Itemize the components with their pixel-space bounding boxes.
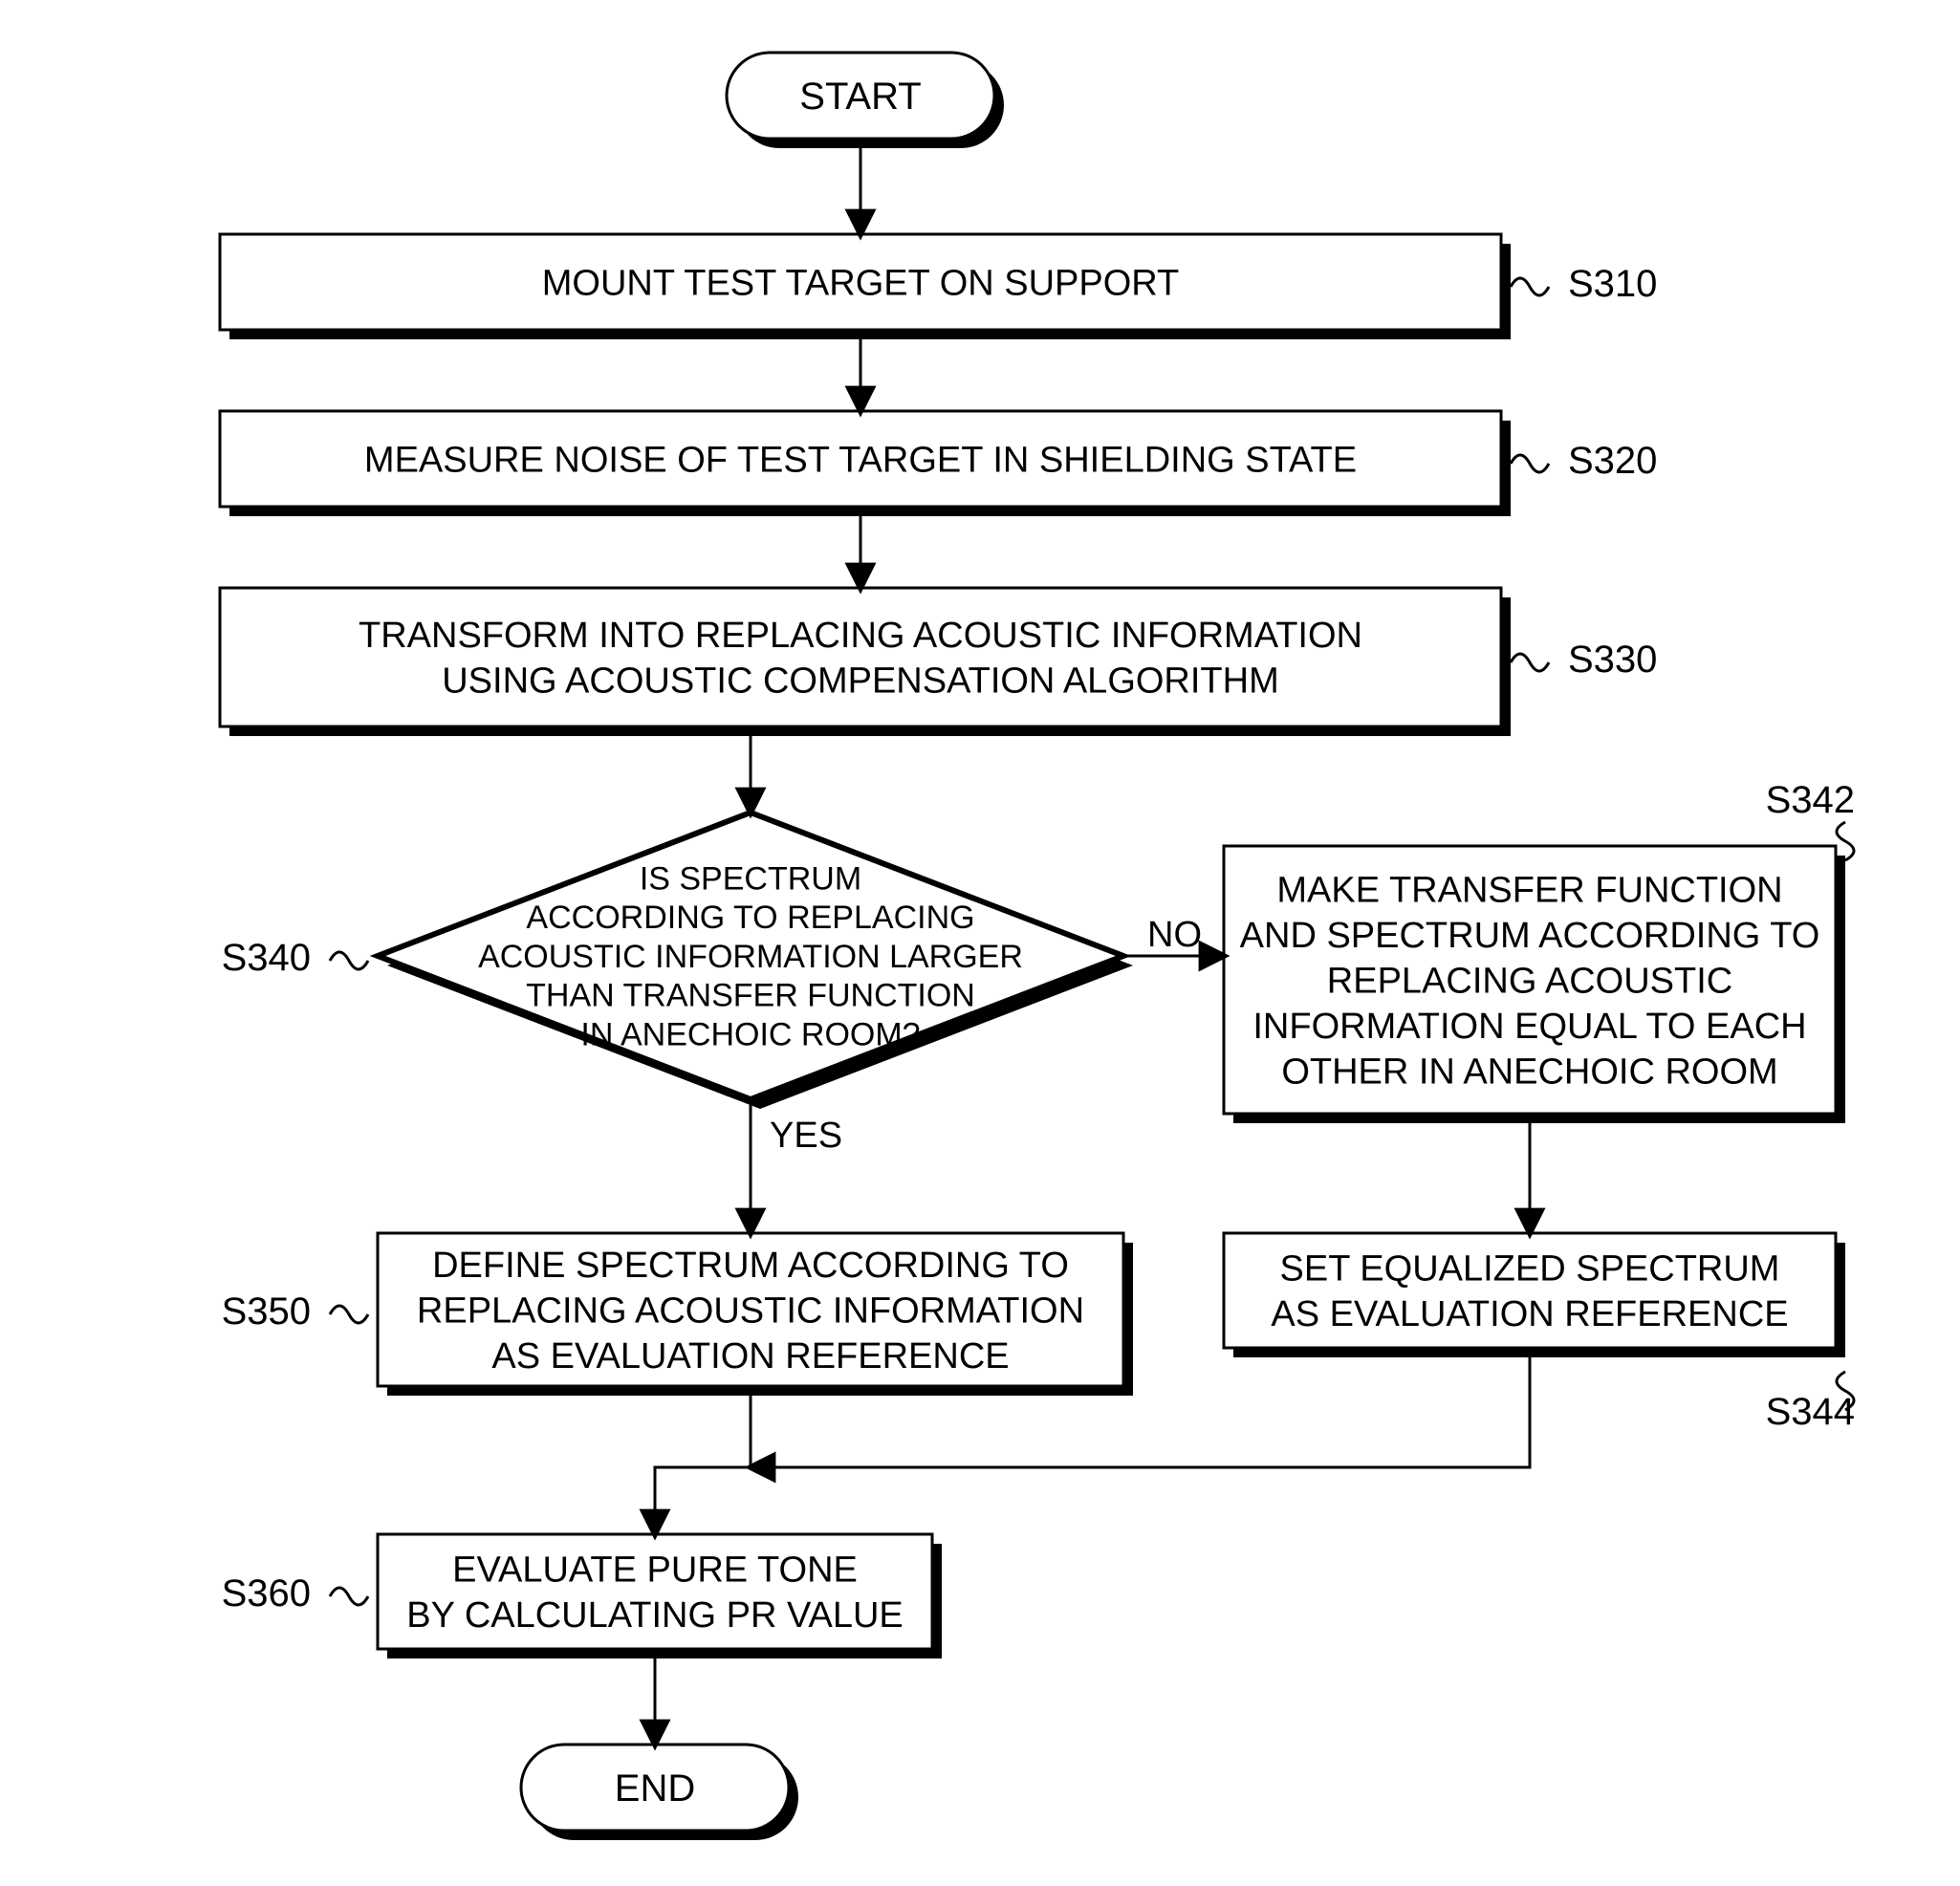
terminator-start-label: START [799, 76, 921, 118]
process-s360: EVALUATE PURE TONEBY CALCULATING PR VALU… [378, 1534, 942, 1658]
process-s342: MAKE TRANSFER FUNCTION AND SPECTRUM ACCOR… [1224, 846, 1845, 1123]
step-label-s340-connector [330, 952, 368, 969]
process-s344-line1: AS EVALUATION REFERENCE [1271, 1294, 1788, 1334]
step-label-s360: S360 [222, 1572, 368, 1615]
decision-s340-line1: ACCORDING TO REPLACING [526, 900, 974, 936]
step-label-s320-connector [1511, 455, 1549, 472]
decision-s340-line3: THAN TRANSFER FUNCTION [526, 978, 975, 1014]
process-s350: DEFINE SPECTRUM ACCORDING TOREPLACING AC… [378, 1233, 1133, 1396]
process-s320-line0: MEASURE NOISE OF TEST TARGET IN SHIELDIN… [364, 440, 1357, 480]
process-s344: SET EQUALIZED SPECTRUMAS EVALUATION REFE… [1224, 1233, 1845, 1357]
process-s330-line1: USING ACOUSTIC COMPENSATION ALGORITHM [442, 661, 1279, 702]
decision-s340: IS SPECTRUMACCORDING TO REPLACINGACOUSTI… [378, 813, 1133, 1109]
step-label-s342-text: S342 [1766, 779, 1855, 821]
step-label-s320-text: S320 [1568, 440, 1657, 482]
step-label-s342-connector [1837, 822, 1854, 860]
step-label-s340-text: S340 [222, 937, 311, 979]
process-s342-line2: REPLACING ACOUSTIC [1327, 961, 1732, 1001]
step-label-s340: S340 [222, 937, 368, 979]
decision-s340-line4: IN ANECHOIC ROOM? [580, 1017, 920, 1053]
process-s310-line0: MOUNT TEST TARGET ON SUPPORT [542, 263, 1180, 303]
step-label-s344-text: S344 [1766, 1391, 1855, 1433]
process-s350-line0: DEFINE SPECTRUM ACCORDING TO [432, 1246, 1069, 1286]
step-label-s310-text: S310 [1568, 263, 1657, 305]
terminator-end: END [521, 1745, 798, 1840]
terminator-start: START [727, 53, 1004, 148]
step-label-s330-connector [1511, 654, 1549, 671]
process-s342-line3: INFORMATION EQUAL TO EACH [1252, 1007, 1806, 1047]
process-s310: MOUNT TEST TARGET ON SUPPORT [220, 234, 1511, 339]
step-label-s350: S350 [222, 1290, 368, 1333]
process-s350-line1: REPLACING ACOUSTIC INFORMATION [417, 1290, 1084, 1331]
process-s342-line4: OTHER IN ANECHOIC ROOM [1281, 1051, 1777, 1092]
step-label-s360-text: S360 [222, 1572, 311, 1615]
terminator-end-label: END [615, 1767, 695, 1810]
process-s330-line0: TRANSFORM INTO REPLACING ACOUSTIC INFORM… [359, 616, 1362, 656]
process-s330: TRANSFORM INTO REPLACING ACOUSTIC INFORM… [220, 588, 1511, 736]
step-label-s350-connector [330, 1306, 368, 1323]
step-label-s344: S344 [1766, 1372, 1855, 1433]
step-label-s350-text: S350 [222, 1290, 311, 1333]
process-s320: MEASURE NOISE OF TEST TARGET IN SHIELDIN… [220, 411, 1511, 516]
decision-s340-line0: IS SPECTRUM [640, 860, 861, 897]
process-s342-line0: MAKE TRANSFER FUNCTION [1276, 870, 1782, 910]
branch-yes: YES [770, 1116, 842, 1156]
arrow-s350-s360 [655, 1386, 751, 1534]
step-label-s360-connector [330, 1588, 368, 1605]
process-s350-line2: AS EVALUATION REFERENCE [491, 1336, 1009, 1377]
branch-no: NO [1147, 915, 1202, 955]
decision-s340-line2: ACOUSTIC INFORMATION LARGER [478, 939, 1023, 975]
process-s344-line0: SET EQUALIZED SPECTRUM [1280, 1249, 1780, 1290]
process-s360-line0: EVALUATE PURE TONE [452, 1550, 858, 1591]
step-label-s310: S310 [1511, 263, 1657, 305]
step-label-s310-connector [1511, 278, 1549, 295]
step-label-s320: S320 [1511, 440, 1657, 482]
process-s360-line1: BY CALCULATING PR VALUE [406, 1595, 904, 1636]
process-s342-line1: AND SPECTRUM ACCORDING TO [1240, 916, 1820, 956]
step-label-s330-text: S330 [1568, 639, 1657, 681]
step-label-s330: S330 [1511, 639, 1657, 681]
